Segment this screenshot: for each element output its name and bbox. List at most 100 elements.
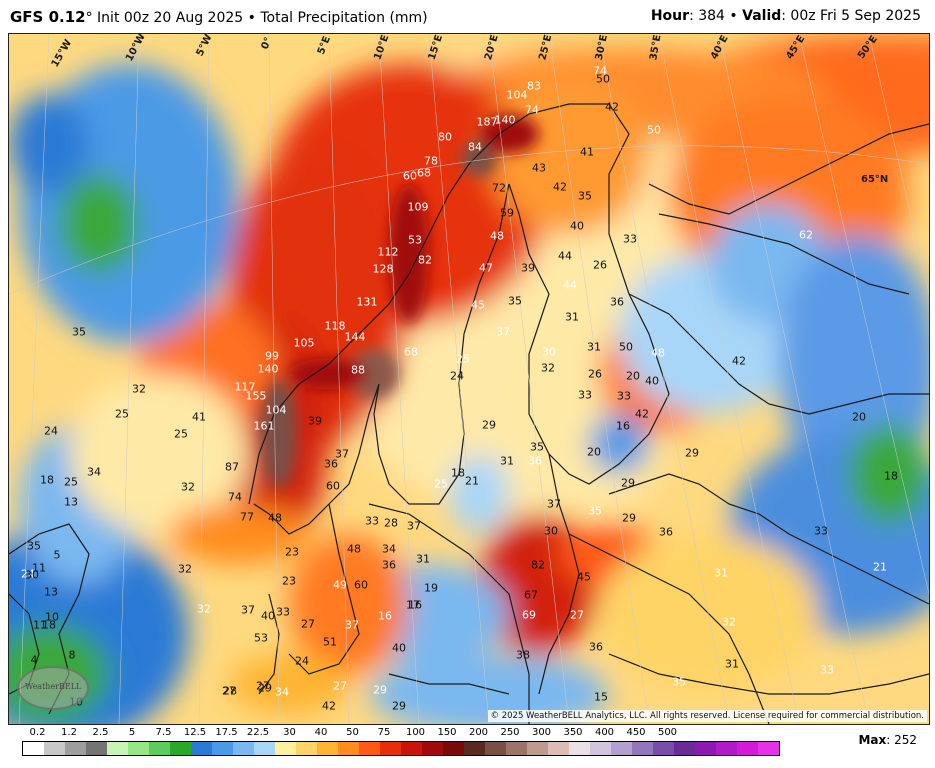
legend-swatch [107,742,128,755]
precip-value: 131 [356,295,378,309]
precip-value: 41 [580,145,594,159]
precip-value: 27 [256,679,270,693]
legend-tick-label: 500 [657,727,678,738]
legend-swatch [191,742,212,755]
legend-tick-label: 75 [377,727,391,738]
model-name: GFS 0.12 [10,8,86,26]
precipitation-map[interactable]: 15°W 10°W 5°W 0° 5°E 10°E 15°E 20°E 25°E… [8,33,930,725]
precip-value: 67 [524,588,538,602]
precip-value: 34 [87,465,101,479]
valid-value: : 00z Fri 5 Sep 2025 [781,8,921,24]
precip-value: 50 [647,123,661,137]
hour-value: : 384 [689,8,725,24]
precip-value: 35 [578,189,592,203]
precip-value: 37 [335,447,349,461]
precip-value: 32 [132,382,146,396]
precip-value: 31 [565,310,579,324]
precip-value: 16 [408,598,422,612]
precip-value: 40 [261,609,275,623]
precip-value: 36 [528,454,542,468]
precip-value: 104 [265,403,287,417]
precip-value: 37 [241,603,255,617]
precip-value: 53 [254,631,268,645]
precip-value: 26 [588,367,602,381]
precip-value: 44 [558,249,572,263]
legend-swatch [401,742,422,755]
precip-value: 53 [408,233,422,247]
precip-value: 60 [403,169,417,183]
precip-value: 42 [605,100,619,114]
legend-swatch [23,742,44,755]
precip-value: 27 [301,617,315,631]
precip-value: 21 [873,560,887,574]
legend-swatch [653,742,674,755]
title-separator: • [247,10,256,26]
precip-value: 29 [622,511,636,525]
precip-value: 42 [732,354,746,368]
precip-value: 32 [178,562,192,576]
precip-value: 33 [623,232,637,246]
legend-swatch [149,742,170,755]
valid-label: Valid [742,8,782,24]
precip-value: 29 [621,476,635,490]
legend-swatch [254,742,275,755]
precip-value: 28 [223,684,237,698]
precip-value: 42 [553,180,567,194]
precip-value: 30 [544,524,558,538]
valid-time: Hour: 384 • Valid: 00z Fri 5 Sep 2025 [651,8,921,24]
legend-swatch [716,742,737,755]
precip-value: 35 [588,504,602,518]
precip-value: 19 [424,581,438,595]
precip-value: 27 [570,608,584,622]
legend-tick-label: 12.5 [183,727,207,738]
legend-tick-label: 200 [468,727,489,738]
precip-value: 32 [181,480,195,494]
legend-swatch [44,742,65,755]
precip-value: 39 [521,261,535,275]
precip-value: 29 [482,418,496,432]
valid-separator: • [729,8,738,24]
legend-tick-label: 300 [531,727,552,738]
precip-value: 51 [323,635,337,649]
lat-label-65n: 65°N [861,174,889,185]
precip-value: 37 [345,618,359,632]
precip-value: 44 [563,278,577,292]
precip-value: 31 [500,454,514,468]
precip-value: 23 [282,574,296,588]
legend-tick-label: 350 [563,727,583,738]
legend-swatch [611,742,632,755]
precip-value: 39 [308,414,322,428]
precip-value: 21 [465,474,479,488]
legend-swatch [485,742,506,755]
precip-value: 117 [234,380,256,394]
precip-value: 82 [418,253,432,267]
legend-tick-label: 0.2 [29,727,46,738]
precip-value: 80 [438,130,452,144]
precip-value: 109 [407,200,429,214]
precip-value: 82 [531,558,545,572]
precip-value: 40 [570,219,584,233]
precip-value: 10 [45,610,59,624]
legend-swatch [422,742,443,755]
precip-value: 4 [30,653,38,667]
precip-value: 25 [174,427,188,441]
copyright-notice: © 2025 WeatherBELL Analytics, LLC. All r… [487,710,927,722]
precip-value: 35 [27,539,41,553]
product-name: Total Precipitation (mm) [260,10,428,26]
precip-value: 36 [382,558,396,572]
weatherbell-logo: WeatherBELL [17,666,89,710]
precip-value: 20 [587,445,601,459]
legend-swatch [758,742,779,755]
coastlines-borders [9,103,929,724]
max-label: Max [858,733,887,747]
precip-shading [9,34,929,724]
map-title: GFS 0.12° Init 00z 20 Aug 2025 • Total P… [10,8,428,26]
precip-value: 59 [500,206,514,220]
legend-swatch [380,742,401,755]
legend-swatch [590,742,611,755]
precip-value: 36 [589,640,603,654]
precip-value: 34 [275,685,289,699]
precip-value: 37 [547,497,561,511]
legend-swatch [317,742,338,755]
precip-value: 35 [508,294,522,308]
